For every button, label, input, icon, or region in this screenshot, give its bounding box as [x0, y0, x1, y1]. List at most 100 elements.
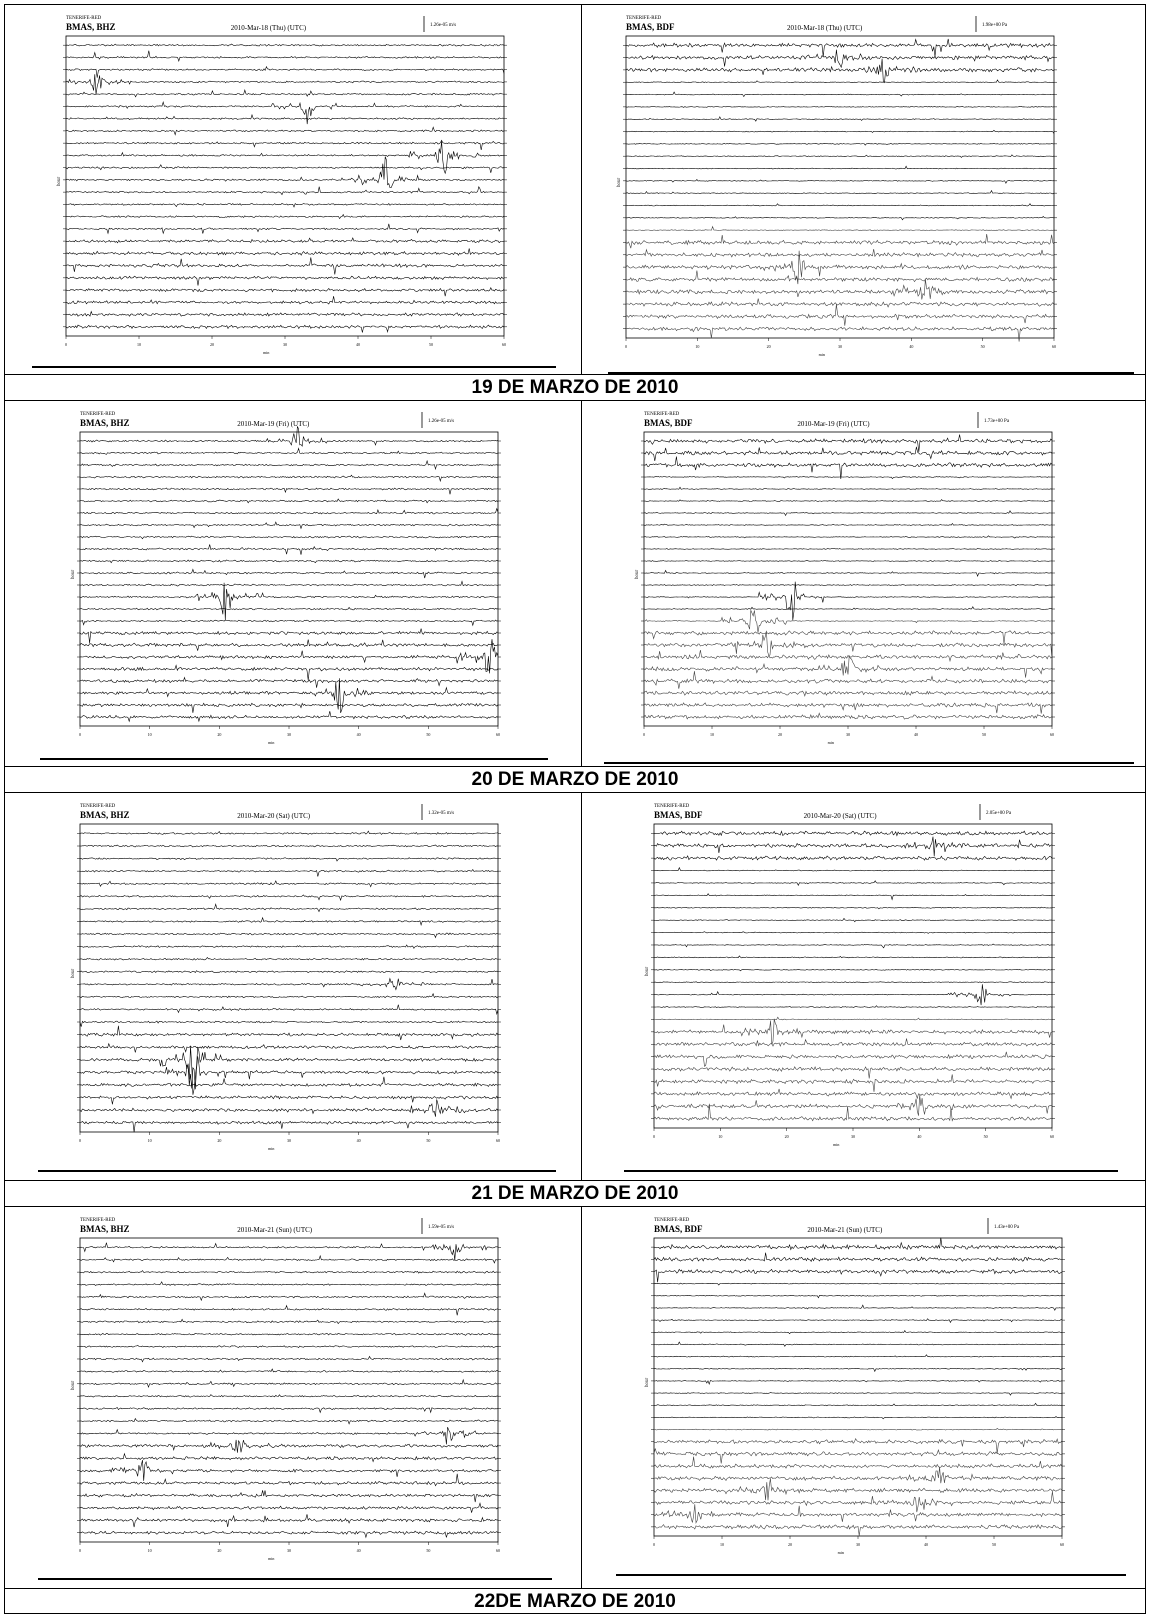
row-divider — [4, 792, 1146, 793]
trace-line — [643, 456, 1053, 480]
x-tick-label: 30 — [287, 732, 291, 737]
x-tick-label: 20 — [210, 342, 214, 347]
x-tick-label: 20 — [767, 344, 771, 349]
trace-line — [79, 459, 499, 471]
trace-line — [65, 140, 505, 175]
panel-underline — [616, 1574, 1126, 1576]
trace-line — [79, 1270, 499, 1274]
station-label: BMAS, BDF — [654, 1224, 703, 1234]
y-axis-label: hour — [617, 178, 622, 188]
y-axis-label: hour — [645, 967, 650, 977]
trace-line — [79, 1452, 499, 1463]
y-axis-label: hour — [71, 1381, 76, 1391]
panel-underline — [608, 372, 1134, 374]
trace-line — [65, 223, 505, 235]
trace-line — [625, 154, 1055, 158]
trace-line — [79, 903, 499, 913]
helicorder-panel-bdf: TENERIFE-RED BMAS, BDF 2010-Mar-19 (Fri) (… — [634, 406, 1064, 750]
panel-underline — [38, 1578, 552, 1580]
trace-line — [625, 91, 1055, 98]
panel-underline — [624, 1170, 1118, 1172]
trace-line — [643, 548, 1053, 550]
trace-line — [79, 1242, 499, 1261]
x-tick-label: 50 — [981, 344, 985, 349]
x-axis-label: min — [819, 352, 825, 357]
helicorder-panel-bdf: TENERIFE-RED BMAS, BDF 2010-Mar-20 (Sat) (… — [644, 798, 1064, 1152]
column-divider — [581, 792, 582, 1180]
date-label: 20 DE MARZO DE 2010 — [471, 769, 679, 790]
trace-line — [65, 310, 505, 317]
trace-line — [653, 1367, 1063, 1373]
trace-line — [653, 1005, 1053, 1008]
x-axis-label: min — [263, 350, 269, 355]
x-tick-label: 10 — [137, 342, 141, 347]
trace-line — [79, 664, 499, 681]
trace-line — [625, 165, 1055, 170]
trace-line — [625, 248, 1055, 258]
trace-line — [653, 1237, 1062, 1251]
helicorder-panel-bhz: TENERIFE-RED BMAS, BHZ 2010-Mar-20 (Sat) (… — [70, 798, 510, 1156]
plot-date-title: 2010-Mar-20 (Sat) (UTC) — [804, 812, 878, 820]
trace-line — [80, 1406, 499, 1414]
trace-line — [79, 1439, 499, 1453]
trace-line — [625, 203, 1055, 207]
trace-line — [643, 610, 1053, 633]
trace-line — [79, 977, 499, 991]
x-tick-label: 50 — [426, 732, 430, 737]
x-tick-label: 10 — [710, 732, 714, 737]
trace-line — [79, 535, 499, 540]
x-tick-label: 20 — [217, 1548, 221, 1553]
seismogram-table: 19 DE MARZO DE 2010 20 DE MARZO DE 2010 … — [4, 4, 1146, 1614]
trace-line — [79, 1344, 499, 1349]
plot-date-title: 2010-Mar-21 (Sun) (UTC) — [807, 1226, 883, 1234]
x-tick-label: 0 — [653, 1134, 655, 1139]
trace-line — [653, 1282, 1063, 1286]
trace-line — [643, 702, 1053, 714]
trace-line — [653, 1415, 1063, 1420]
trace-line — [79, 507, 499, 515]
trace-line — [65, 74, 505, 95]
trace-line — [654, 1428, 1063, 1431]
x-tick-label: 10 — [148, 1138, 152, 1143]
x-tick-label: 30 — [283, 342, 287, 347]
plot-date-title: 2010-Mar-18 (Thu) (UTC) — [231, 24, 307, 32]
trace-line — [625, 49, 1055, 69]
trace-line — [79, 544, 499, 555]
scale-label: 1.98e+00 Pa — [982, 23, 1008, 28]
station-label: BMAS, BDF — [644, 418, 693, 428]
trace-line — [79, 1530, 499, 1539]
trace-line — [65, 324, 505, 333]
trace-line — [79, 474, 499, 483]
x-tick-label: 10 — [720, 1542, 724, 1547]
panel-underline — [604, 762, 1134, 764]
x-axis-label: min — [838, 1550, 844, 1555]
trace-line — [79, 992, 499, 999]
panel-underline — [32, 366, 556, 368]
y-axis-label: hour — [71, 969, 76, 979]
date-label: 22DE MARZO DE 2010 — [474, 1591, 676, 1612]
trace-line — [654, 1318, 1062, 1324]
trace-line — [643, 486, 1053, 490]
trace-line — [80, 1292, 499, 1302]
plot-frame — [79, 431, 499, 727]
trace-line — [65, 248, 505, 256]
trace-line — [65, 50, 505, 62]
x-tick-label: 40 — [924, 1542, 928, 1547]
network-label: TENERIFE-RED — [66, 16, 102, 21]
trace-line — [643, 446, 1053, 461]
trace-line — [79, 1056, 499, 1090]
trace-line — [643, 654, 1053, 678]
trace-line — [643, 569, 1053, 577]
scale-label: 1.59e-05 m/s — [428, 1225, 454, 1230]
x-tick-label: 0 — [625, 344, 627, 349]
trace-line — [654, 906, 1053, 910]
trace-line — [643, 649, 1053, 663]
x-tick-label: 50 — [982, 732, 986, 737]
trace-line — [65, 139, 505, 151]
x-tick-label: 0 — [653, 1542, 655, 1547]
trace-line — [79, 844, 499, 848]
trace-line — [653, 1466, 1063, 1484]
trace-line — [79, 711, 499, 723]
trace-line — [79, 880, 499, 888]
